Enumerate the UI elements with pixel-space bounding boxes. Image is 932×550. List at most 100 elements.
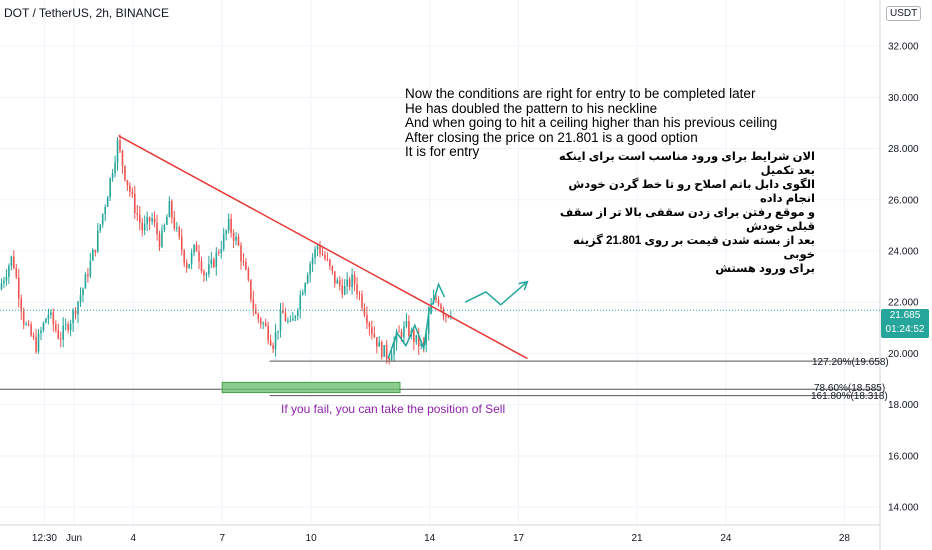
- candle-body: [383, 345, 385, 357]
- english-note-line: And when going to hit a ceiling higher t…: [405, 115, 778, 131]
- x-tick-label: 24: [720, 533, 732, 544]
- candle-body: [104, 206, 106, 215]
- candle-body: [230, 218, 232, 233]
- candle-body: [225, 230, 227, 235]
- candle-body: [390, 354, 393, 361]
- candle-body: [247, 269, 250, 280]
- candle-body: [217, 252, 220, 254]
- entry-zone-box: [221, 381, 401, 394]
- candle-body: [87, 274, 89, 277]
- candle-body: [138, 214, 141, 223]
- candle-body: [200, 261, 203, 272]
- candle-body: [111, 173, 114, 179]
- candle-body: [348, 279, 351, 287]
- candle-body: [64, 324, 67, 326]
- english-annotation: Now the conditions are right for entry t…: [405, 86, 778, 160]
- candle-body: [69, 323, 72, 331]
- candle-body: [126, 180, 129, 186]
- candle-body: [185, 262, 188, 269]
- candle-body: [151, 218, 153, 222]
- candle-body: [240, 245, 242, 262]
- candle-body: [403, 326, 405, 338]
- candle-body: [131, 192, 134, 195]
- candle-body: [190, 252, 193, 265]
- x-tick-label: 12:30: [32, 533, 57, 544]
- candle-body: [405, 321, 408, 327]
- candle-body: [67, 324, 69, 331]
- candle-body: [301, 292, 304, 295]
- breakout-arrow: [431, 282, 446, 305]
- y-tick-label: 18.000: [888, 400, 919, 411]
- candle-body: [173, 217, 176, 229]
- candle-body: [89, 260, 92, 277]
- y-tick-label: 16.000: [888, 451, 919, 462]
- candle-body: [331, 265, 334, 272]
- fib-label-127: 127.20%(19.658): [812, 357, 889, 368]
- candle-body: [245, 261, 247, 270]
- candle-body: [10, 256, 13, 266]
- candle-body: [437, 299, 440, 305]
- x-tick-label: 4: [131, 533, 137, 544]
- candle-body: [195, 244, 198, 252]
- english-note-line: After closing the price on 21.801 is a g…: [405, 129, 698, 145]
- candle-body: [277, 330, 279, 333]
- candle-body: [116, 140, 119, 163]
- candle-body: [425, 333, 427, 345]
- candle-body: [106, 197, 109, 207]
- candle-body: [380, 341, 383, 357]
- y-tick-label: 20.000: [888, 349, 919, 360]
- candle-body: [156, 222, 158, 235]
- candle-body: [134, 194, 136, 214]
- candle-body: [198, 251, 200, 262]
- candle-body: [356, 284, 358, 295]
- candle-body: [99, 224, 102, 231]
- x-tick-label: 28: [839, 533, 851, 544]
- candle-body: [158, 234, 161, 247]
- currency-selector-button[interactable]: USDT: [886, 6, 922, 21]
- y-tick-label: 22.000: [888, 298, 919, 309]
- persian-note-line: بعد از بسته شدن قیمت بر روی 21.801 گزینه…: [573, 235, 815, 261]
- candle-body: [388, 358, 390, 361]
- candle-body: [361, 294, 363, 308]
- candle-body: [3, 280, 5, 284]
- candle-body: [279, 310, 282, 331]
- candle-body: [84, 274, 87, 289]
- candle-body: [101, 214, 104, 225]
- candle-body: [341, 285, 344, 295]
- projection-path: [464, 281, 528, 306]
- candle-body: [42, 322, 45, 331]
- candle-body: [445, 316, 447, 318]
- candle-body: [0, 283, 3, 290]
- candle-body: [47, 314, 50, 319]
- candle-body: [393, 342, 395, 355]
- candle-body: [210, 259, 213, 265]
- candle-body: [417, 335, 420, 347]
- y-tick-label: 28.000: [888, 144, 919, 155]
- english-note-line: He has doubled the pattern to his neckli…: [405, 100, 658, 116]
- candle-body: [284, 313, 287, 322]
- fib-label-78: 78.60%(18.585): [814, 383, 886, 394]
- candle-body: [314, 249, 316, 258]
- candle-body: [264, 323, 267, 326]
- candle-body: [121, 150, 124, 166]
- candle-body: [378, 341, 381, 347]
- y-tick-label: 14.000: [888, 503, 919, 514]
- x-tick-label: 14: [424, 533, 436, 544]
- candle-body: [168, 200, 171, 218]
- candle-body: [22, 311, 25, 325]
- candle-body: [141, 222, 144, 231]
- candle-body: [294, 316, 297, 319]
- candle-body: [385, 345, 388, 359]
- candle-body: [153, 218, 156, 223]
- candle-body: [193, 244, 195, 253]
- candle-body: [119, 140, 121, 151]
- candle-body: [242, 261, 245, 263]
- candle-body: [205, 274, 208, 276]
- candle-body: [250, 279, 252, 300]
- candle-body: [267, 325, 269, 341]
- candle-body: [5, 276, 8, 281]
- candle-body: [79, 295, 82, 302]
- candle-body: [146, 217, 148, 224]
- candle-body: [420, 342, 423, 347]
